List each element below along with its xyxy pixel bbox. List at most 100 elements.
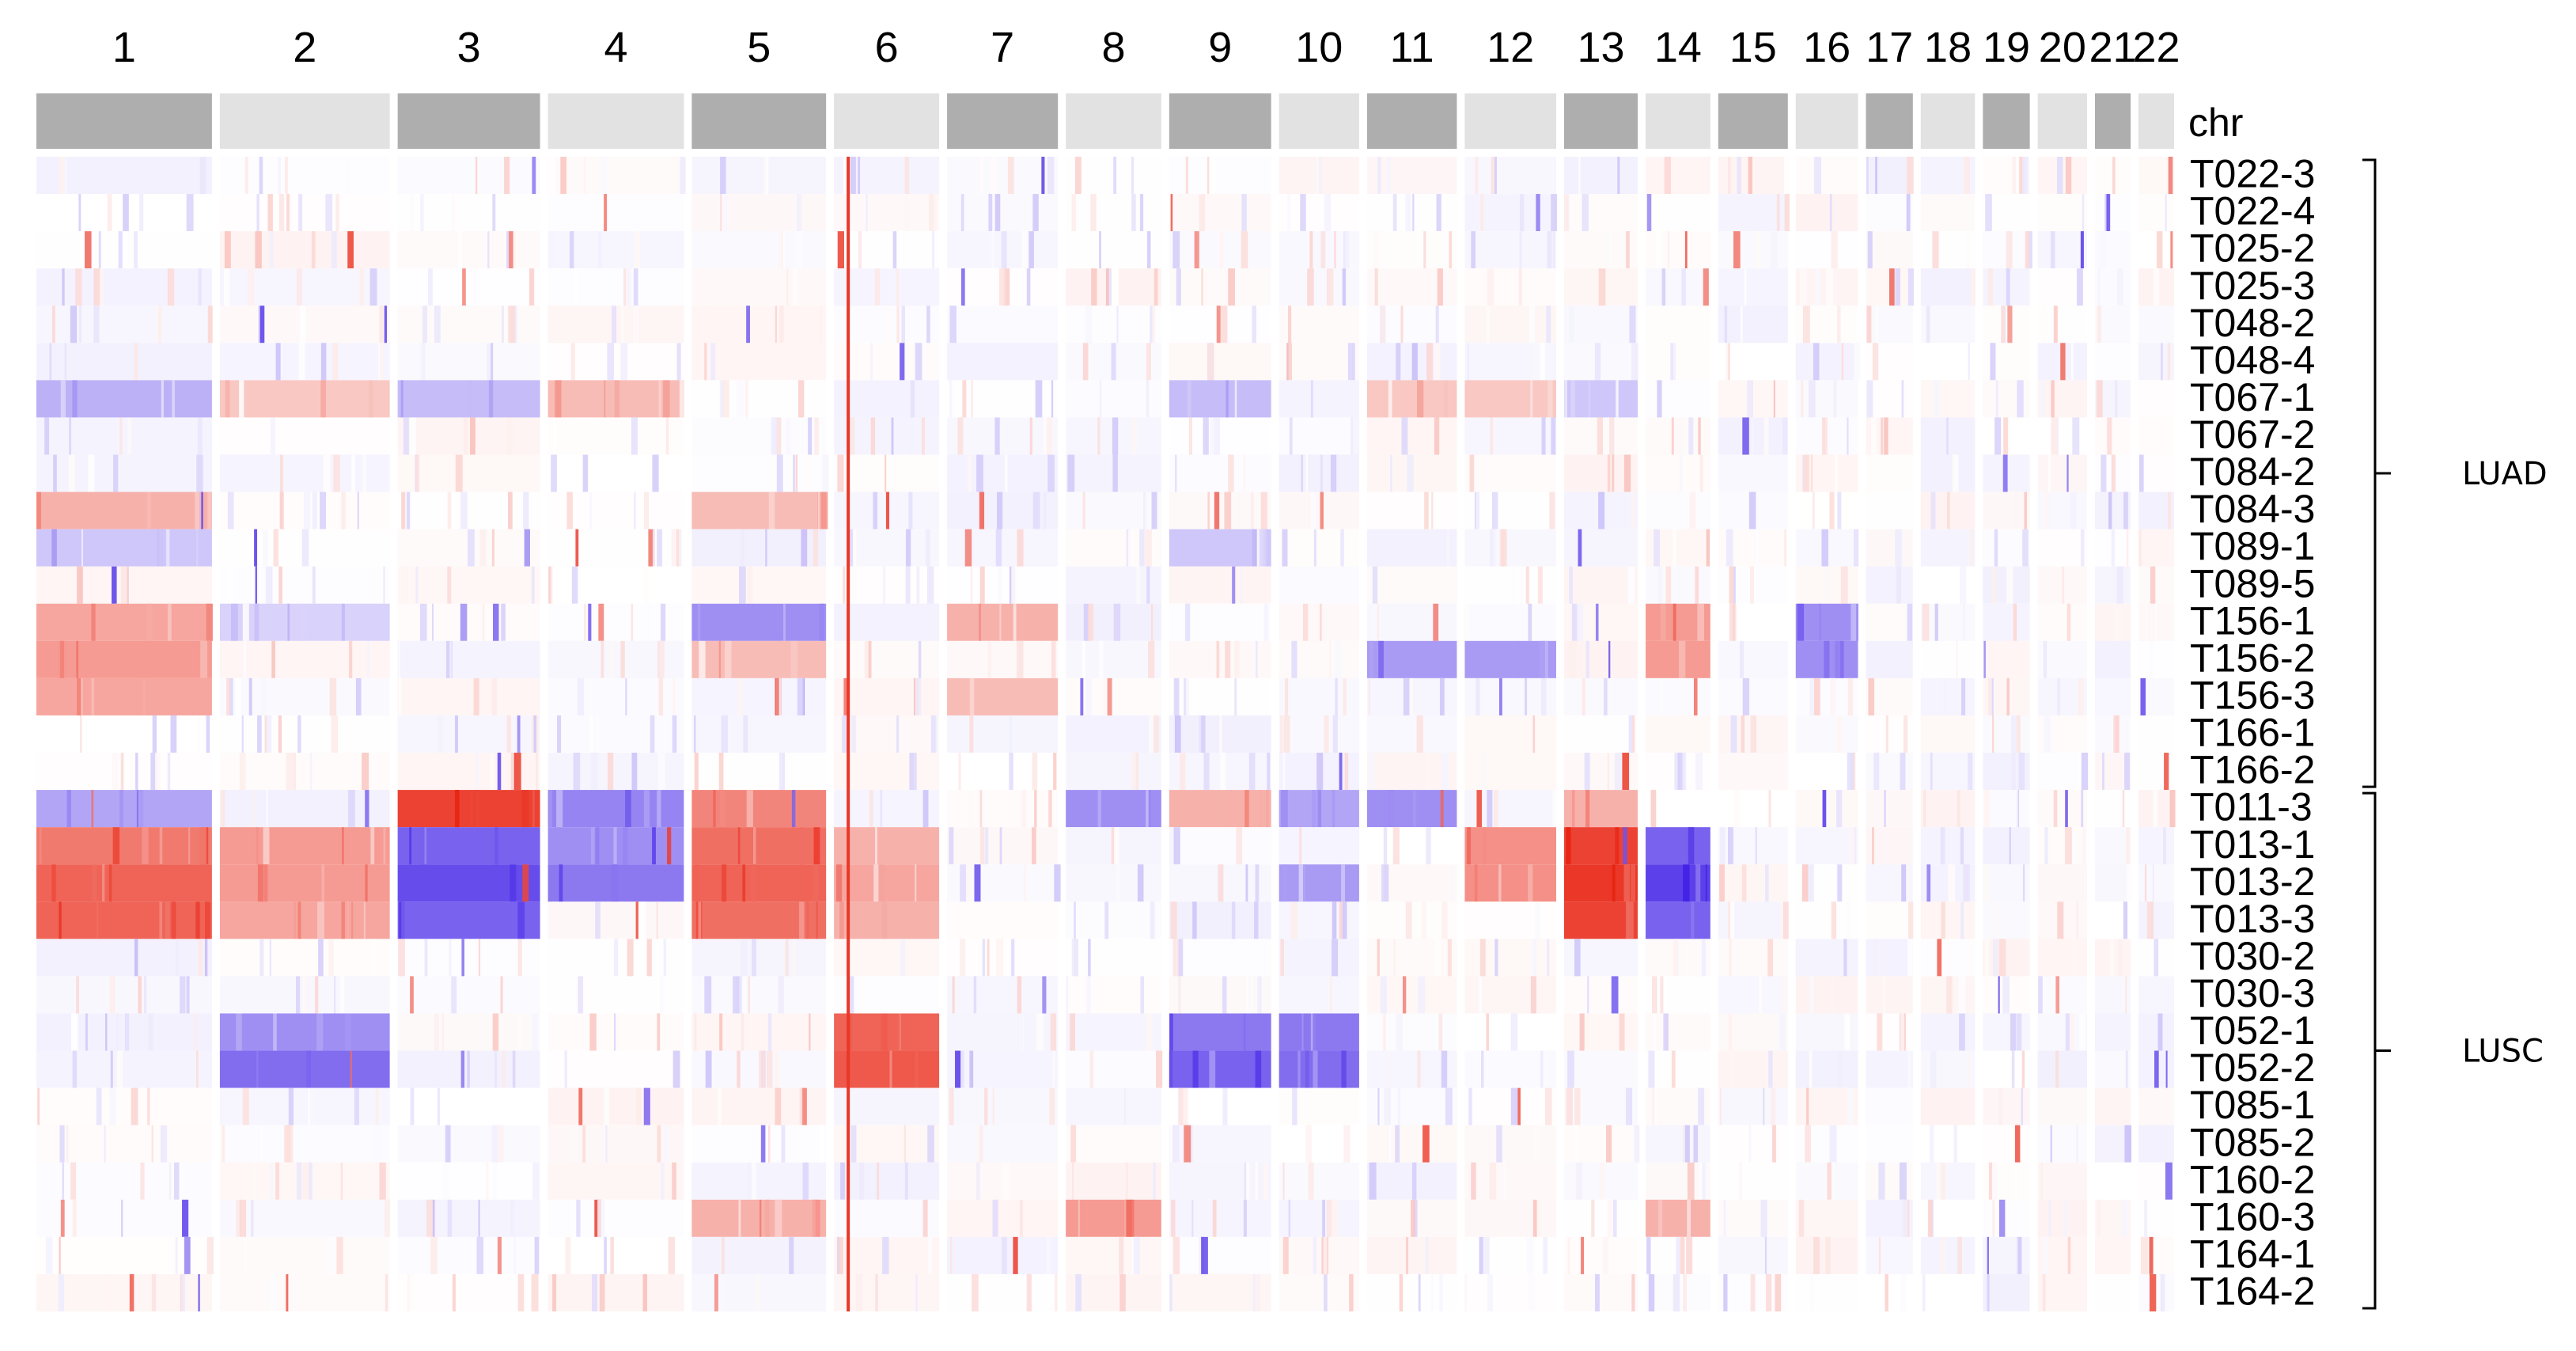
heatmap-stripe <box>384 305 388 343</box>
heatmap-stripe <box>1733 566 1736 604</box>
heatmap-stripe <box>1854 529 1859 567</box>
heatmap-cell <box>1464 753 1556 791</box>
heatmap-stripe <box>36 491 41 529</box>
heatmap-stripe <box>1530 976 1536 1014</box>
heatmap-stripe <box>1578 529 1582 567</box>
heatmap-cell <box>2138 1273 2174 1311</box>
heatmap-cell <box>1563 1199 1638 1237</box>
heatmap-stripe <box>1052 1050 1055 1088</box>
heatmap-stripe <box>714 1273 718 1311</box>
heatmap-stripe <box>1146 566 1150 604</box>
heatmap-stripe <box>1728 901 1730 939</box>
heatmap-cell <box>2095 1162 2131 1200</box>
heatmap-stripe <box>1741 715 1745 753</box>
heatmap-cell <box>834 231 940 269</box>
heatmap-stripe <box>1741 864 1747 902</box>
heatmap-stripe <box>468 529 475 567</box>
heatmap-stripe <box>1742 677 1750 715</box>
heatmap-stripe <box>1837 491 1842 529</box>
heatmap-cell <box>1464 1162 1556 1200</box>
heatmap-cell <box>1366 939 1457 977</box>
heatmap-stripe <box>507 491 513 529</box>
heatmap-stripe <box>979 491 985 529</box>
heatmap-stripe <box>786 268 789 306</box>
heatmap-stripe <box>1809 677 1814 715</box>
heatmap-stripe <box>979 790 983 828</box>
heatmap-stripe <box>273 1013 277 1051</box>
heatmap-stripe <box>738 1199 741 1237</box>
heatmap-stripe <box>1994 529 1998 567</box>
heatmap-stripe <box>263 827 270 865</box>
heatmap-stripe <box>1992 901 1998 939</box>
heatmap-stripe <box>171 901 176 939</box>
heatmap-stripe <box>797 380 805 418</box>
heatmap-stripe <box>1652 976 1657 1014</box>
heatmap-cell <box>1920 939 1976 977</box>
heatmap-stripe <box>1992 1199 1995 1237</box>
heatmap-cell <box>1066 1125 1161 1163</box>
heatmap-stripe <box>621 305 625 343</box>
heatmap-stripe <box>1126 1162 1128 1200</box>
heatmap-cell <box>1169 343 1271 381</box>
heatmap-stripe <box>626 268 632 306</box>
heatmap-stripe <box>1469 454 1475 492</box>
heatmap-stripe <box>1617 157 1620 195</box>
heatmap-stripe <box>1125 1199 1133 1237</box>
heatmap-stripe <box>109 976 116 1014</box>
heatmap-stripe <box>909 753 915 791</box>
heatmap-stripe <box>460 603 468 641</box>
heatmap-stripe <box>1002 1236 1007 1274</box>
heatmap-stripe <box>1285 677 1289 715</box>
heatmap-stripe <box>437 715 444 753</box>
heatmap-stripe <box>1287 194 1291 232</box>
heatmap-stripe <box>743 715 748 753</box>
heatmap-stripe <box>1241 231 1248 269</box>
heatmap-stripe <box>308 1087 315 1125</box>
heatmap-cell <box>691 1050 827 1088</box>
heatmap-stripe <box>160 1125 168 1163</box>
heatmap-stripe <box>1018 1013 1024 1051</box>
heatmap-stripe <box>2051 380 2055 418</box>
heatmap-stripe <box>325 194 333 232</box>
heatmap-stripe <box>813 827 820 865</box>
heatmap-stripe <box>1525 677 1528 715</box>
heatmap-cell <box>547 566 684 604</box>
heatmap-stripe <box>1467 827 1472 865</box>
heatmap-stripe <box>266 715 272 753</box>
heatmap-cell <box>834 753 940 791</box>
heatmap-stripe <box>248 677 252 715</box>
heatmap-stripe <box>1373 231 1379 269</box>
heatmap-stripe <box>813 529 818 567</box>
heatmap-cell <box>1279 1236 1359 1274</box>
heatmap-stripe <box>1487 268 1494 306</box>
heatmap-stripe <box>1772 1125 1776 1163</box>
heatmap-stripe <box>737 1050 741 1088</box>
heatmap-cell <box>1464 157 1556 195</box>
heatmap-cell <box>36 677 212 715</box>
heatmap-stripe <box>267 194 273 232</box>
chr-track-cell <box>1866 93 1913 149</box>
heatmap-stripe <box>661 603 666 641</box>
heatmap-stripe <box>1245 864 1248 902</box>
heatmap-stripe <box>1384 1087 1391 1125</box>
heatmap-stripe <box>1377 268 1381 306</box>
heatmap-stripe <box>308 1162 313 1200</box>
heatmap-cell <box>1169 1050 1271 1088</box>
heatmap-stripe <box>864 640 870 678</box>
heatmap-stripe <box>1146 231 1151 269</box>
heatmap-stripe <box>1042 976 1047 1014</box>
heatmap-stripe <box>251 1199 254 1237</box>
heatmap-stripe <box>2070 343 2074 381</box>
heatmap-stripe <box>2014 1125 2021 1163</box>
heatmap-cell <box>397 677 540 715</box>
heatmap-stripe <box>812 1199 816 1237</box>
heatmap-cell <box>1279 864 1359 902</box>
heatmap-stripe <box>582 1125 586 1163</box>
heatmap-cell <box>1563 640 1638 678</box>
heatmap-stripe <box>81 677 83 715</box>
heatmap-cell <box>1866 454 1913 492</box>
heatmap-stripe <box>770 417 776 455</box>
heatmap-stripe <box>1872 827 1874 865</box>
heatmap-stripe <box>1135 753 1139 791</box>
heatmap-cell <box>1866 231 1913 269</box>
